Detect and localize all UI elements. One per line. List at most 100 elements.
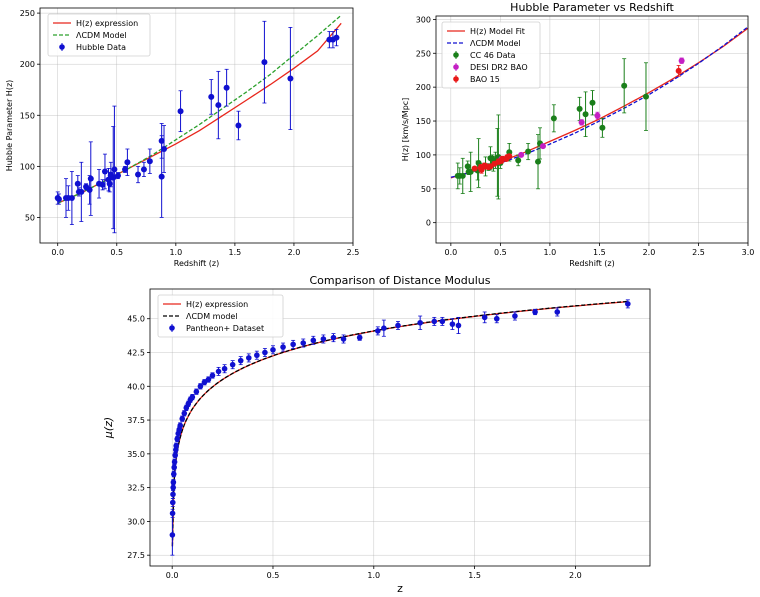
data-point [621, 82, 628, 89]
chart-title: Comparison of Distance Modulus [310, 274, 491, 287]
data-point [174, 436, 181, 442]
data-point [170, 484, 176, 491]
data-point [471, 165, 478, 172]
data-point [262, 349, 268, 356]
data-point [381, 325, 387, 331]
data-point [270, 347, 276, 353]
legend-label: ΛCDM Model [76, 31, 127, 40]
data-point [122, 166, 129, 173]
data-point [201, 379, 208, 386]
data-point [467, 168, 474, 175]
x-tick-label: 2.5 [692, 248, 705, 257]
x-tick-label: 0.0 [166, 571, 179, 580]
data-point [223, 84, 230, 91]
chart-title: Hubble Parameter vs Redshift [510, 1, 674, 14]
legend-marker [453, 76, 459, 82]
data-point [320, 336, 327, 342]
data-point [525, 148, 532, 155]
data-point [171, 459, 178, 465]
legend-label: H(z) Model Fit [470, 27, 525, 36]
data-point [68, 195, 75, 202]
x-tick-label: 0.5 [494, 248, 507, 257]
x-tick-label: 2.0 [643, 248, 656, 257]
data-point [489, 155, 496, 162]
plot-area [450, 26, 748, 200]
legend-marker [59, 44, 65, 50]
data-point [254, 352, 260, 359]
data-point [106, 180, 113, 187]
data-point [172, 452, 179, 458]
data-point [518, 151, 525, 158]
data-point [506, 153, 513, 160]
data-point [235, 122, 242, 129]
data-point [287, 75, 294, 82]
series-line-h-z-expression [171, 301, 628, 547]
x-tick-label: 1.5 [593, 248, 606, 257]
data-point [140, 166, 147, 173]
legend-label: Hubble Data [76, 43, 126, 52]
distance-modulus-chart: 0.0 0.5 1.0 1.5 2.0 27.5 30.0 32.5 35.0 37.5 40.0 4… [102, 274, 651, 595]
data-point [237, 357, 244, 364]
data-point [642, 93, 649, 100]
data-point [532, 309, 538, 315]
data-point [459, 172, 466, 179]
y-tick-label: 37.5 [127, 416, 145, 425]
data-point [101, 168, 108, 175]
data-point [193, 388, 200, 395]
x-tick-label: 1.0 [544, 248, 557, 257]
y-tick-label: 250 [416, 49, 431, 58]
data-point [535, 158, 542, 165]
legend-marker [169, 325, 175, 331]
data-point [158, 137, 165, 144]
data-point [170, 491, 176, 498]
data-point [99, 181, 106, 188]
y-tick-label: 200 [20, 60, 35, 69]
plot-area [54, 14, 342, 234]
data-point [229, 361, 236, 368]
y-tick-label: 40.0 [127, 382, 145, 391]
x-tick-label: 2.0 [569, 571, 582, 580]
legend-marker [453, 64, 459, 70]
data-point [678, 57, 685, 64]
data-point [170, 471, 177, 477]
data-point [173, 442, 180, 449]
data-point [594, 112, 601, 119]
data-point [169, 532, 176, 538]
legend-box [441, 21, 541, 89]
data-point [375, 328, 381, 334]
y-tick-label: 30.0 [127, 517, 145, 526]
legend-label: H(z) expression [186, 300, 248, 309]
data-point [589, 99, 596, 106]
y-tick-label: 27.5 [127, 551, 145, 560]
data-point [197, 383, 204, 390]
data-point [300, 340, 307, 346]
data-point [161, 146, 168, 152]
data-point [464, 163, 471, 170]
legend-marker [453, 52, 459, 58]
data-point [280, 344, 286, 350]
data-point [181, 410, 188, 417]
data-point [169, 510, 176, 517]
data-point [550, 115, 557, 122]
x-tick-label: 0.0 [444, 248, 457, 257]
data-point [417, 319, 423, 326]
series-line--cdm-model [171, 300, 628, 547]
data-point [340, 336, 347, 342]
data-point [625, 301, 631, 307]
data-point [439, 318, 446, 325]
x-axis-label: z [397, 582, 403, 595]
data-point [87, 175, 94, 182]
data-point [330, 334, 337, 341]
y-tick-label: 150 [20, 111, 35, 120]
data-point [177, 422, 184, 429]
x-tick-label: 1.0 [367, 571, 380, 580]
data-point [215, 368, 222, 375]
data-point [431, 318, 438, 325]
data-point [310, 337, 317, 344]
data-point [512, 313, 518, 319]
data-point [221, 365, 228, 372]
data-point [215, 102, 222, 109]
legend-label: Pantheon+ Dataset [186, 324, 264, 333]
data-point [481, 314, 488, 321]
x-tick-label: 0.5 [110, 248, 123, 257]
